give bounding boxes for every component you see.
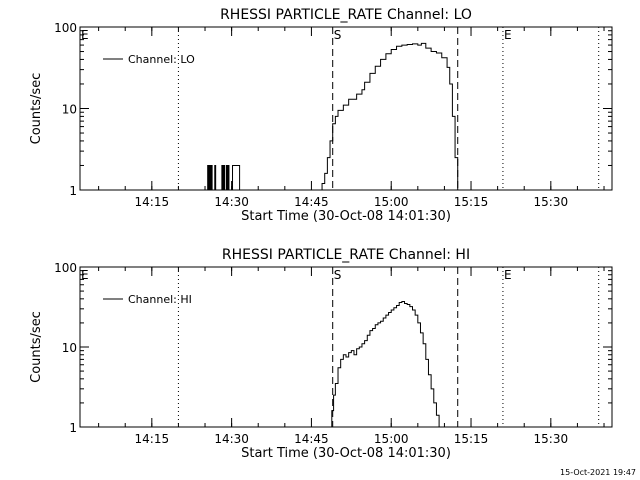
x-tick-label: 15:00 [374, 195, 409, 209]
plot-frame [79, 26, 613, 191]
x-tick-label: 15:15 [454, 432, 489, 446]
chart-title: RHESSI PARTICLE_RATE Channel: HI [222, 247, 470, 263]
chart-panel-lo: RHESSI PARTICLE_RATE Channel: LO 14:15 14:… [29, 7, 613, 224]
timestamp: 15-Oct-2021 19:47 [560, 468, 636, 477]
marker-label: E [81, 268, 89, 282]
marker-label: E [504, 268, 512, 282]
x-tick-label: 14:15 [135, 195, 170, 209]
plot-frame [79, 266, 613, 428]
x-tick-label: 15:30 [534, 432, 569, 446]
y-tick-label: 100 [54, 21, 77, 35]
x-tick-label: 15:00 [374, 432, 409, 446]
marker-label: E [81, 28, 89, 42]
marker-label: E [504, 28, 512, 42]
marker-label: S [334, 268, 342, 282]
chart-panel-hi: RHESSI PARTICLE_RATE Channel: HI 14:15 14:… [29, 247, 613, 461]
y-axis-label: Counts/sec [29, 73, 44, 145]
y-axis-label: Counts/sec [29, 311, 44, 383]
x-tick-label: 14:30 [214, 432, 249, 446]
marker-label: S [334, 28, 342, 42]
x-tick-label: 14:45 [294, 195, 329, 209]
y-tick-label: 1 [69, 421, 77, 435]
series-line-hi [330, 301, 440, 428]
x-tick-label: 14:15 [135, 432, 170, 446]
y-tick-label: 100 [54, 261, 77, 275]
x-tick-label: 15:15 [454, 195, 489, 209]
x-axis-label: Start Time (30-Oct-08 14:01:30) [241, 209, 451, 224]
legend-label: Channel: HI [128, 293, 192, 306]
y-tick-label: 1 [69, 184, 77, 198]
x-tick-label: 14:45 [294, 432, 329, 446]
legend-label: Channel: LO [128, 53, 195, 66]
y-tick-label: 10 [62, 341, 77, 355]
x-axis-label: Start Time (30-Oct-08 14:01:30) [241, 446, 451, 461]
x-tick-label: 15:30 [534, 195, 569, 209]
x-tick-label: 14:30 [214, 195, 249, 209]
series-line-lo [206, 42, 459, 191]
chart-title: RHESSI PARTICLE_RATE Channel: LO [220, 7, 472, 23]
y-tick-label: 10 [62, 103, 77, 117]
